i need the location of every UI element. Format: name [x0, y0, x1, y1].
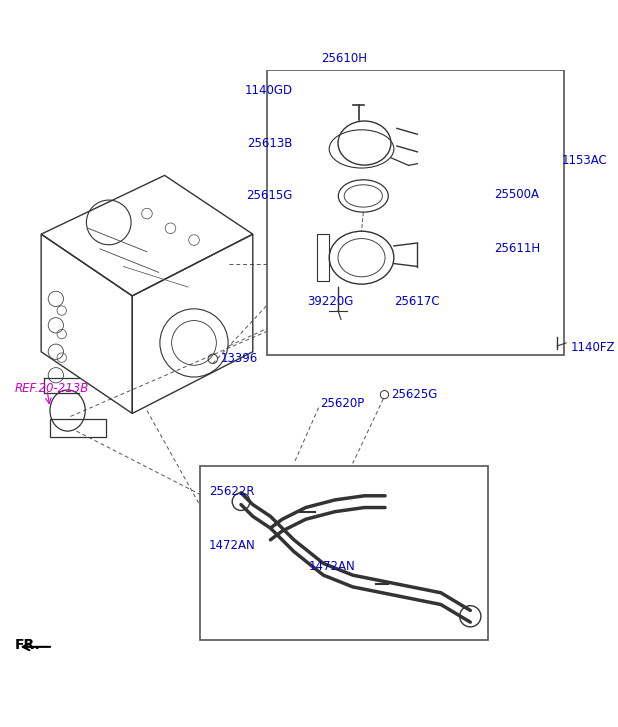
Text: 25610H: 25610H	[321, 52, 367, 65]
Text: 1140GD: 1140GD	[245, 84, 293, 97]
Text: 25611H: 25611H	[494, 242, 540, 255]
Text: FR.: FR.	[15, 638, 40, 651]
Text: 25613B: 25613B	[247, 137, 293, 150]
Text: 1153AC: 1153AC	[561, 154, 607, 167]
Text: 1472AN: 1472AN	[209, 539, 255, 553]
Text: 25620P: 25620P	[320, 397, 365, 410]
Text: 25615G: 25615G	[247, 190, 293, 202]
Text: 25617C: 25617C	[394, 295, 439, 308]
Text: REF.20-213B: REF.20-213B	[15, 382, 89, 395]
Text: 13396: 13396	[221, 353, 258, 365]
Text: 25622R: 25622R	[209, 485, 254, 498]
Text: 25500A: 25500A	[494, 188, 539, 201]
Bar	[200, 467, 488, 640]
Text: 25625G: 25625G	[391, 388, 438, 401]
Bar	[268, 70, 564, 355]
Text: 1472AN: 1472AN	[308, 560, 355, 573]
Text: 39220G: 39220G	[307, 295, 353, 308]
Text: 1140FZ: 1140FZ	[570, 341, 615, 354]
